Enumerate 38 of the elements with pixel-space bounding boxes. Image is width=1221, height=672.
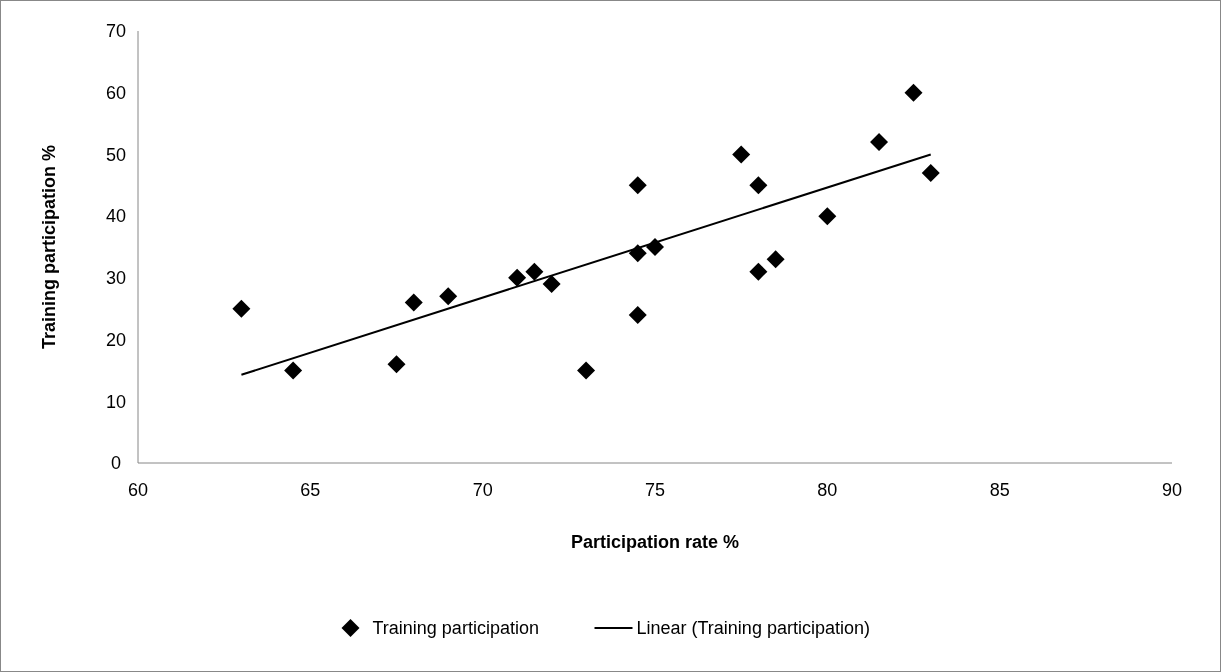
- point: [628, 176, 647, 195]
- point: [921, 163, 940, 182]
- y-tick-label: 20: [105, 329, 127, 350]
- point: [870, 133, 889, 152]
- legend-label: Linear (Training participation): [636, 618, 870, 639]
- y-tick-label: 10: [105, 391, 127, 412]
- point: [766, 250, 785, 269]
- point: [232, 299, 251, 318]
- y-tick-label: 40: [105, 206, 127, 227]
- point: [904, 83, 923, 102]
- x-tick-label: 60: [127, 480, 149, 500]
- point: [404, 293, 423, 312]
- x-axis-title: Participation rate %: [570, 532, 740, 552]
- point: [542, 275, 561, 294]
- point: [749, 262, 768, 281]
- y-tick-label: 70: [105, 21, 127, 42]
- point: [439, 287, 458, 306]
- point: [577, 361, 596, 380]
- y-tick-label: 60: [105, 83, 127, 104]
- y-axis-title: Training participation %: [39, 144, 59, 350]
- point: [525, 262, 544, 281]
- point: [284, 361, 303, 380]
- x-tick-label: 80: [817, 480, 838, 500]
- point: [818, 207, 837, 226]
- x-tick-label: 85: [989, 480, 1010, 500]
- x-tick-label: 75: [644, 480, 666, 500]
- y-tick-label: 50: [105, 144, 127, 165]
- y-tick-label: 30: [105, 268, 127, 289]
- x-tick-label: 90: [1161, 480, 1183, 500]
- point: [732, 145, 751, 164]
- x-tick-label: 65: [300, 480, 321, 500]
- point: [387, 355, 406, 374]
- point: [508, 268, 527, 287]
- point: [628, 305, 647, 324]
- legend-label: Training participation: [372, 618, 539, 639]
- x-tick-label: 70: [472, 480, 493, 500]
- y-tick-label: 0: [110, 453, 122, 474]
- point: [749, 176, 768, 195]
